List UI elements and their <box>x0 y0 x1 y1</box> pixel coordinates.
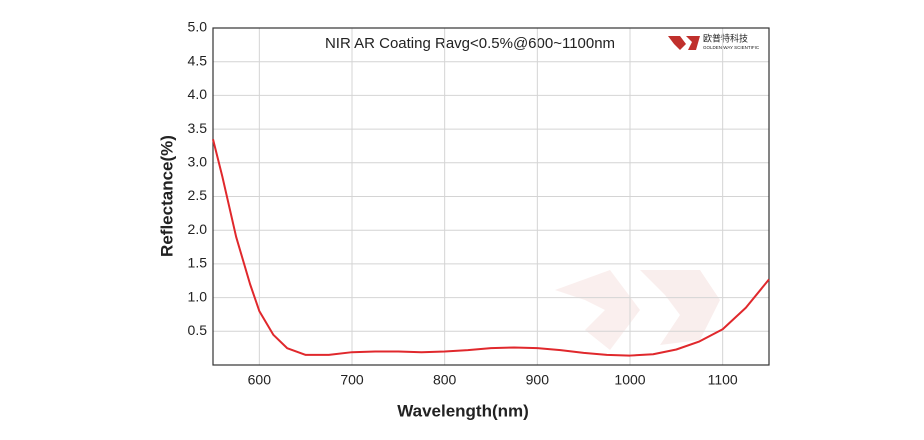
x-tick-label: 800 <box>433 372 457 388</box>
y-tick-label: 1.5 <box>188 255 208 271</box>
y-tick-label: 4.0 <box>188 86 208 102</box>
y-tick-label: 0.5 <box>188 322 208 338</box>
y-tick-label: 2.0 <box>188 221 208 237</box>
y-tick-label: 2.5 <box>188 187 208 203</box>
logo: 欧普特科技 GOLDEN WAY SCIENTIFIC <box>668 32 760 50</box>
x-tick-label: 700 <box>340 372 364 388</box>
x-tick-label: 900 <box>526 372 550 388</box>
chart-title: NIR AR Coating Ravg<0.5%@600~1100nm <box>325 35 615 52</box>
y-tick-label: 3.0 <box>188 154 208 170</box>
y-tick-label: 3.5 <box>188 120 208 136</box>
y-tick-label: 1.0 <box>188 288 208 304</box>
x-axis-label: Wavelength(nm) <box>397 401 529 420</box>
x-tick-label: 1000 <box>614 372 645 388</box>
data-line <box>212 138 770 357</box>
plot-frame <box>212 27 770 366</box>
x-tick-label: 1100 <box>708 372 738 388</box>
logo-name: 欧普特科技 <box>703 32 748 43</box>
y-tick-label: 4.5 <box>188 52 208 68</box>
watermark <box>555 270 720 350</box>
y-tick-label: 5.0 <box>188 19 208 35</box>
x-tick-label: 600 <box>248 372 272 388</box>
logo-subtitle: GOLDEN WAY SCIENTIFIC <box>703 45 760 50</box>
y-axis-label: Reflectance(%) <box>157 135 176 257</box>
